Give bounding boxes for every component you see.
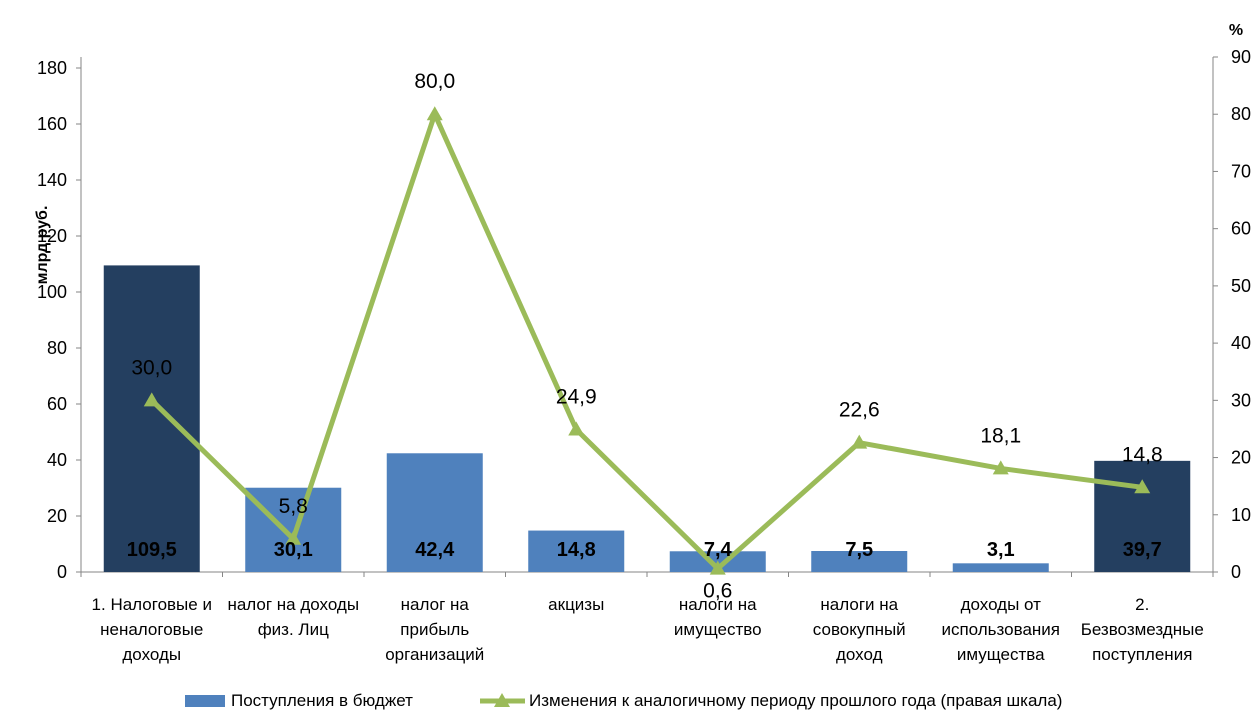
bar [528, 530, 625, 572]
bar-value-label: 30,1 [274, 539, 313, 561]
line-series [143, 106, 1151, 575]
line-point [143, 392, 160, 407]
line-value-label: 5,8 [279, 495, 308, 518]
bar-value-label: 39,7 [1123, 539, 1162, 561]
y2-tick-label: 80 [1231, 104, 1251, 124]
y2-tick-label: 0 [1231, 562, 1241, 582]
category-label: налоги на совокупный доход [813, 595, 906, 664]
category-label: акцизы [548, 595, 604, 614]
y2-tick-label: 20 [1231, 448, 1251, 468]
category-label: налог на доходы физ. Лиц [227, 595, 359, 639]
line-path [150, 111, 1143, 572]
legend-line-marker [494, 693, 510, 707]
line-value-label: 14,8 [1122, 443, 1163, 466]
bar-value-label: 7,4 [704, 539, 733, 561]
bar-value-label: 7,5 [845, 539, 873, 561]
line-point [709, 560, 726, 575]
bar [952, 563, 1049, 572]
legend-bar-label: Поступления в бюджет [231, 691, 413, 710]
line-point [992, 460, 1009, 475]
legend-line-label: Изменения к аналогичному периоду прошлог… [529, 691, 1062, 710]
legend: Поступления в бюджет Изменения к аналогич… [185, 691, 1062, 710]
y-tick-label: 80 [47, 338, 67, 358]
legend-bar-swatch [185, 695, 225, 707]
line-value-label: 22,6 [839, 399, 880, 422]
y2-tick-label: 50 [1231, 276, 1251, 296]
category-label: 2. Безвозмездные поступления [1081, 595, 1204, 664]
bar-value-label: 3,1 [987, 539, 1015, 561]
y2-tick-label: 10 [1231, 505, 1251, 525]
line-value-label: 18,1 [980, 424, 1021, 447]
y-tick-label: 20 [47, 506, 67, 526]
y2-tick-label: 90 [1231, 47, 1251, 67]
category-label: налоги на имущество [674, 595, 762, 639]
line-point [426, 106, 443, 121]
bar [103, 265, 200, 572]
bar-value-label: 14,8 [557, 539, 596, 561]
category-label: доходы от использования имущества [941, 595, 1060, 664]
y-tick-label: 140 [37, 170, 67, 190]
y-tick-label: 40 [47, 450, 67, 470]
y2-tick-label: 30 [1231, 390, 1251, 410]
y-tick-label: 180 [37, 58, 67, 78]
axes: 0 20 40 60 80 100 120 140 160 180 0 10 20 30 40 50 60 70 8… [34, 22, 1251, 582]
y2-tick-label: 60 [1231, 219, 1251, 239]
category-label: налог на прибыль организаций [385, 595, 484, 664]
line-value-label: 30,0 [131, 356, 172, 379]
line-point [1134, 479, 1151, 494]
y-tick-label: 0 [57, 562, 67, 582]
y-tick-label: 120 [37, 226, 67, 246]
bar [811, 551, 908, 572]
y2-tick-label: 40 [1231, 333, 1251, 353]
bar [245, 487, 342, 572]
y2-axis-title: % [1229, 22, 1243, 39]
bars [103, 265, 1191, 572]
line-point [851, 434, 868, 449]
y-tick-label: 60 [47, 394, 67, 414]
y-tick-label: 100 [37, 282, 67, 302]
y-tick-label: 160 [37, 114, 67, 134]
line-value-label: 24,9 [556, 386, 597, 409]
line-value-label: 0,6 [703, 580, 732, 603]
bar-value-label: 109,5 [127, 539, 177, 561]
bar [386, 453, 483, 572]
bar-value-label: 42,4 [415, 539, 455, 561]
y2-tick-label: 70 [1231, 161, 1251, 181]
y-axis-title: млрд руб. [34, 206, 51, 285]
data-labels: 109,5 30,1 42,4 14,8 7,4 7,5 3,1 39,7 30,0 5,8 80,… [127, 70, 1163, 602]
category-label: 1. Налоговые и неналоговые доходы [92, 595, 212, 664]
category-labels: 1. Налоговые и неналоговые доходы налог на … [92, 595, 1204, 664]
line-value-label: 80,0 [414, 70, 455, 93]
line-point [568, 421, 585, 436]
line-point [285, 530, 302, 545]
